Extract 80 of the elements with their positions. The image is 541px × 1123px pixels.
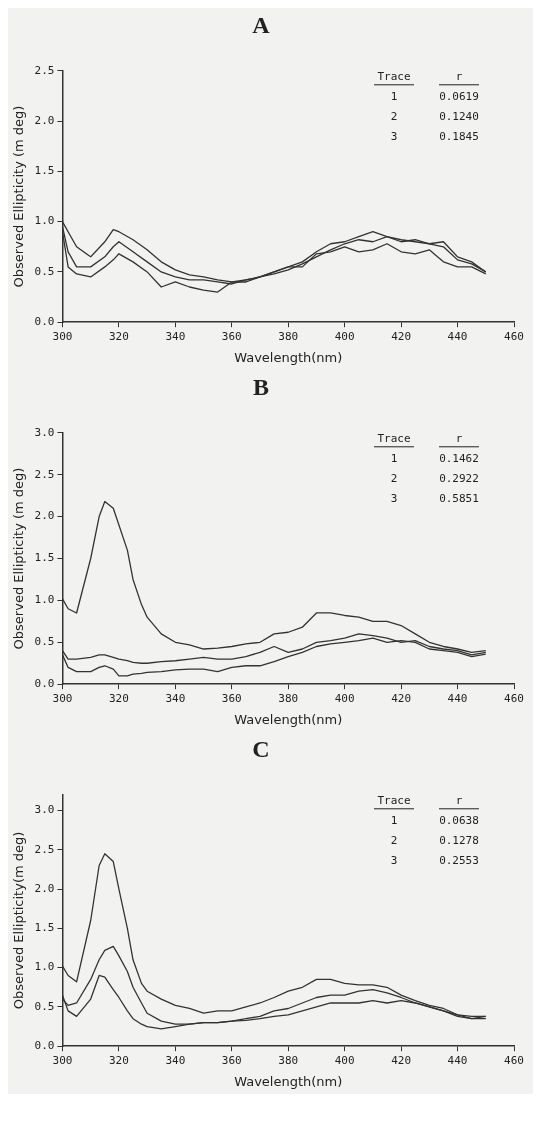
y-tick-label: 2.0	[34, 881, 55, 895]
x-tick-label: 380	[278, 329, 299, 343]
annotation: 0.2922	[439, 471, 479, 485]
annotation: 1	[390, 89, 398, 103]
y-tick-label: 0.5	[34, 264, 55, 278]
x-tick-label: 380	[278, 691, 299, 705]
x-tick-label: 420	[391, 1053, 412, 1067]
x-tick-label: 440	[447, 329, 468, 343]
annotation: r	[455, 793, 463, 807]
x-tick-label: 360	[221, 691, 242, 705]
annotation: 2	[390, 471, 398, 485]
y-axis-title: Observed Ellipticity(m deg)	[11, 831, 27, 1010]
y-tick-label: 1.5	[34, 921, 55, 935]
x-tick-label: 460	[504, 329, 524, 343]
x-tick-label: 340	[165, 691, 186, 705]
y-tick-label: 2.0	[34, 113, 55, 127]
annotation: 2	[390, 833, 398, 847]
x-tick-label: 320	[108, 1053, 129, 1067]
x-tick-label: 460	[504, 691, 524, 705]
y-tick-label: 2.5	[34, 467, 55, 481]
x-tick-label: 380	[278, 1053, 299, 1067]
y-tick-label: 0.0	[34, 1039, 55, 1053]
annotation: 0.1462	[439, 451, 479, 465]
y-tick-label: 1.0	[34, 593, 55, 607]
x-tick-label: 400	[334, 329, 355, 343]
annotation: 3	[390, 853, 398, 867]
chart-title: A	[252, 11, 271, 38]
chart-title: B	[252, 373, 270, 400]
y-tick-label: 2.0	[34, 509, 55, 523]
y-tick-label: 0.5	[34, 635, 55, 649]
y-tick-label: 0.0	[34, 677, 55, 691]
y-tick-label: 2.5	[34, 842, 55, 856]
annotation: 3	[390, 129, 398, 143]
annotation: 0.0638	[439, 813, 479, 827]
x-axis-title: Wavelength(nm)	[234, 1073, 343, 1089]
annotation: 0.5851	[439, 491, 479, 505]
x-tick-label: 360	[221, 329, 242, 343]
annotation: 0.0619	[439, 89, 479, 103]
annotation: 0.1845	[439, 129, 479, 143]
annotation: Trace	[377, 431, 411, 445]
y-axis-title: Observed Ellipticity (m deg)	[11, 105, 27, 288]
annotation: r	[455, 69, 463, 83]
y-tick-label: 1.0	[34, 214, 55, 228]
x-tick-label: 340	[165, 329, 186, 343]
y-tick-label: 1.0	[34, 960, 55, 974]
x-tick-label: 420	[391, 329, 412, 343]
annotation: 0.1240	[439, 109, 479, 123]
y-tick-label: 3.0	[34, 425, 55, 439]
x-tick-label: 300	[52, 691, 73, 705]
annotation: 0.2553	[439, 853, 479, 867]
x-tick-label: 400	[334, 691, 355, 705]
annotation: Trace	[377, 69, 411, 83]
x-tick-label: 360	[221, 1053, 242, 1067]
annotation: 2	[390, 109, 398, 123]
annotation: 1	[390, 813, 398, 827]
x-tick-label: 420	[391, 691, 412, 705]
chart-title: C	[252, 735, 270, 762]
y-tick-label: 0.5	[34, 999, 55, 1013]
x-axis-title: Wavelength(nm)	[234, 349, 343, 365]
x-tick-label: 400	[334, 1053, 355, 1067]
annotation: 1	[390, 451, 398, 465]
x-tick-label: 300	[52, 329, 73, 343]
annotation: r	[455, 431, 463, 445]
x-tick-label: 320	[108, 691, 129, 705]
y-tick-label: 1.5	[34, 164, 55, 178]
y-tick-label: 0.0	[34, 315, 55, 329]
annotation: Trace	[377, 793, 411, 807]
x-tick-label: 340	[165, 1053, 186, 1067]
annotation: 3	[390, 491, 398, 505]
y-tick-label: 3.0	[34, 803, 55, 817]
annotation: 0.1278	[439, 833, 479, 847]
x-tick-label: 460	[504, 1053, 524, 1067]
y-axis-title: Observed Ellipticity (m deg)	[11, 467, 27, 650]
x-tick-label: 300	[52, 1053, 73, 1067]
y-tick-label: 2.5	[34, 63, 55, 77]
y-tick-label: 1.5	[34, 551, 55, 565]
x-axis-title: Wavelength(nm)	[234, 711, 343, 727]
x-tick-label: 320	[108, 329, 129, 343]
x-tick-label: 440	[447, 691, 468, 705]
x-tick-label: 440	[447, 1053, 468, 1067]
